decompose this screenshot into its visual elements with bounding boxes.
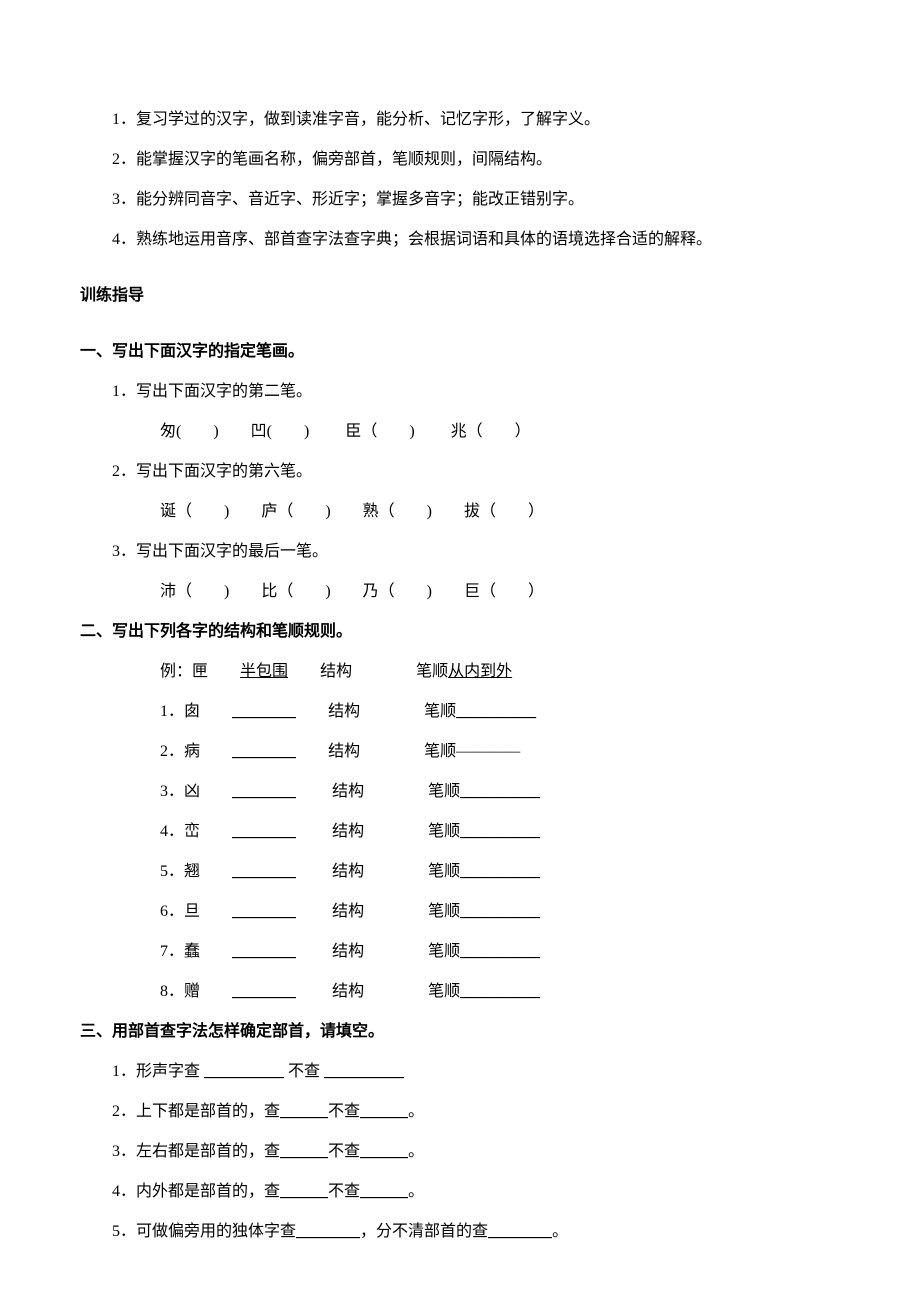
blank: ＿＿＿＿＿ bbox=[460, 783, 540, 800]
blank: ＿＿＿＿＿ bbox=[204, 1063, 284, 1080]
ex-label: 例：匣 bbox=[160, 663, 208, 680]
blank: ＿＿＿＿ bbox=[232, 983, 296, 1000]
s1-row1: 匆( ) 凹( ) 臣（ ) 兆（ ） bbox=[80, 412, 830, 452]
blank: ＿＿＿＿ bbox=[232, 903, 296, 920]
blank: ＿＿＿＿ bbox=[488, 1223, 552, 1240]
blank: ＿＿＿＿ bbox=[296, 1223, 360, 1240]
s1-row2: 诞（ ) 庐（ ) 熟（ ) 拔（ ） bbox=[80, 492, 830, 532]
s3-q2c: 。 bbox=[408, 1103, 424, 1120]
blank: ＿＿＿＿ bbox=[232, 863, 296, 880]
section-2-title: 二、写出下列各字的结构和笔顺规则。 bbox=[80, 612, 830, 652]
s3-q2a: 2．上下都是部首的，查 bbox=[112, 1103, 280, 1120]
s2-row-5: 5．翘 ＿＿＿＿ 结构 笔顺＿＿＿＿＿ bbox=[80, 852, 830, 892]
s3-q1b: 不查 bbox=[284, 1063, 324, 1080]
s2-row-6: 6．旦 ＿＿＿＿ 结构 笔顺＿＿＿＿＿ bbox=[80, 892, 830, 932]
s2-r7-order: 笔顺 bbox=[428, 943, 460, 960]
s2-row-7: 7．蠢 ＿＿＿＿ 结构 笔顺＿＿＿＿＿ bbox=[80, 932, 830, 972]
s2-r3-order: 笔顺 bbox=[428, 783, 460, 800]
s2-r3-char: 3．凶 bbox=[160, 783, 200, 800]
s3-q3b: 不查 bbox=[328, 1143, 360, 1160]
blank: ＿＿＿＿＿ bbox=[460, 863, 540, 880]
blank: ＿＿＿＿＿ bbox=[460, 903, 540, 920]
guide-heading: 训练指导 bbox=[80, 276, 830, 316]
ex-mid: 结构 bbox=[320, 663, 352, 680]
s2-r2-char: 2．病 bbox=[160, 743, 200, 760]
s2-r4-char: 4．峦 bbox=[160, 823, 200, 840]
s3-q5b: ，分不清部首的查 bbox=[360, 1223, 488, 1240]
s2-r4-order: 笔顺 bbox=[428, 823, 460, 840]
blank: ＿＿＿＿ bbox=[232, 823, 296, 840]
s2-row-2: 2．病 ＿＿＿＿ 结构 笔顺———— bbox=[80, 732, 830, 772]
s3-q2: 2．上下都是部首的，查＿＿＿不查＿＿＿。 bbox=[80, 1092, 830, 1132]
s2-r8-mid: 结构 bbox=[332, 983, 364, 1000]
ex-struct: 半包围 bbox=[240, 663, 288, 680]
s2-row-4: 4．峦 ＿＿＿＿ 结构 笔顺＿＿＿＿＿ bbox=[80, 812, 830, 852]
s2-r8-char: 8．赠 bbox=[160, 983, 200, 1000]
s2-r6-order: 笔顺 bbox=[428, 903, 460, 920]
section-1-title: 一、写出下面汉字的指定笔画。 bbox=[80, 332, 830, 372]
s3-q4b: 不查 bbox=[328, 1183, 360, 1200]
s3-q3c: 。 bbox=[408, 1143, 424, 1160]
s2-example: 例：匣 半包围 结构 笔顺从内到外 bbox=[80, 652, 830, 692]
worksheet-page: 1．复习学过的汉字，做到读准字音，能分析、记忆字形，了解字义。 2．能掌握汉字的… bbox=[0, 0, 920, 1312]
s2-r6-mid: 结构 bbox=[332, 903, 364, 920]
s2-r5-char: 5．翘 bbox=[160, 863, 200, 880]
s1-q1: 1．写出下面汉字的第二笔。 bbox=[80, 372, 830, 412]
blank: ＿＿＿＿ bbox=[232, 943, 296, 960]
section-3-title: 三、用部首查字法怎样确定部首，请填空。 bbox=[80, 1012, 830, 1052]
s2-r2-mid: 结构 bbox=[328, 743, 360, 760]
s2-r3-mid: 结构 bbox=[332, 783, 364, 800]
intro-line-3: 3．能分辨同音字、音近字、形近字；掌握多音字；能改正错别字。 bbox=[80, 180, 830, 220]
s3-q4a: 4．内外都是部首的，查 bbox=[112, 1183, 280, 1200]
intro-line-4: 4．熟练地运用音序、部首查字法查字典；会根据词语和具体的语境选择合适的解释。 bbox=[80, 220, 830, 260]
s2-r8-order: 笔顺 bbox=[428, 983, 460, 1000]
s3-q5c: 。 bbox=[552, 1223, 568, 1240]
s3-q1: 1．形声字查 ＿＿＿＿＿ 不查 ＿＿＿＿＿ bbox=[80, 1052, 830, 1092]
s3-q3: 3．左右都是部首的，查＿＿＿不查＿＿＿。 bbox=[80, 1132, 830, 1172]
s2-r4-mid: 结构 bbox=[332, 823, 364, 840]
blank: ＿＿＿ bbox=[280, 1183, 328, 1200]
blank: ＿＿＿ bbox=[360, 1103, 408, 1120]
s2-r7-char: 7．蠢 bbox=[160, 943, 200, 960]
blank: ＿＿＿＿ bbox=[232, 703, 296, 720]
ex-order-label: 笔顺 bbox=[416, 663, 448, 680]
s2-row-3: 3．凶 ＿＿＿＿ 结构 笔顺＿＿＿＿＿ bbox=[80, 772, 830, 812]
s1-row3: 沛（ ) 比（ ) 乃（ ) 巨（ ） bbox=[80, 572, 830, 612]
blank: ＿＿＿＿＿ bbox=[460, 943, 540, 960]
s2-r2-order: 笔顺———— bbox=[424, 743, 520, 760]
blank: ＿＿＿＿＿ bbox=[324, 1063, 404, 1080]
blank: ＿＿＿＿＿ bbox=[460, 983, 540, 1000]
ex-order: 从内到外 bbox=[448, 663, 512, 680]
blank: ＿＿＿ bbox=[360, 1183, 408, 1200]
s3-q5a: 5．可做偏旁用的独体字查 bbox=[112, 1223, 296, 1240]
s2-r1-mid: 结构 bbox=[328, 703, 360, 720]
intro-line-2: 2．能掌握汉字的笔画名称，偏旁部首，笔顺规则，间隔结构。 bbox=[80, 140, 830, 180]
s2-row-1: 1．囱 ＿＿＿＿ 结构 笔顺＿＿＿＿＿ bbox=[80, 692, 830, 732]
s2-r7-mid: 结构 bbox=[332, 943, 364, 960]
s3-q4: 4．内外都是部首的，查＿＿＿不查＿＿＿。 bbox=[80, 1172, 830, 1212]
s2-r1-order: 笔顺 bbox=[424, 703, 456, 720]
s2-r5-mid: 结构 bbox=[332, 863, 364, 880]
s1-q2: 2．写出下面汉字的第六笔。 bbox=[80, 452, 830, 492]
s3-q2b: 不查 bbox=[328, 1103, 360, 1120]
s1-q3: 3．写出下面汉字的最后一笔。 bbox=[80, 532, 830, 572]
blank: ＿＿＿＿ bbox=[232, 783, 296, 800]
s3-q1a: 1．形声字查 bbox=[112, 1063, 204, 1080]
intro-line-1: 1．复习学过的汉字，做到读准字音，能分析、记忆字形，了解字义。 bbox=[80, 100, 830, 140]
s2-row-8: 8．赠 ＿＿＿＿ 结构 笔顺＿＿＿＿＿ bbox=[80, 972, 830, 1012]
blank: ＿＿＿ bbox=[280, 1103, 328, 1120]
s2-r5-order: 笔顺 bbox=[428, 863, 460, 880]
s3-q4c: 。 bbox=[408, 1183, 424, 1200]
blank: ＿＿＿ bbox=[360, 1143, 408, 1160]
blank: ＿＿＿ bbox=[280, 1143, 328, 1160]
s2-r6-char: 6．旦 bbox=[160, 903, 200, 920]
s2-r1-char: 1．囱 bbox=[160, 703, 200, 720]
blank: ＿＿＿＿ bbox=[232, 743, 296, 760]
s3-q3a: 3．左右都是部首的，查 bbox=[112, 1143, 280, 1160]
s3-q5: 5．可做偏旁用的独体字查＿＿＿＿，分不清部首的查＿＿＿＿。 bbox=[80, 1212, 830, 1252]
blank: ＿＿＿＿＿ bbox=[456, 703, 536, 720]
blank: ＿＿＿＿＿ bbox=[460, 823, 540, 840]
